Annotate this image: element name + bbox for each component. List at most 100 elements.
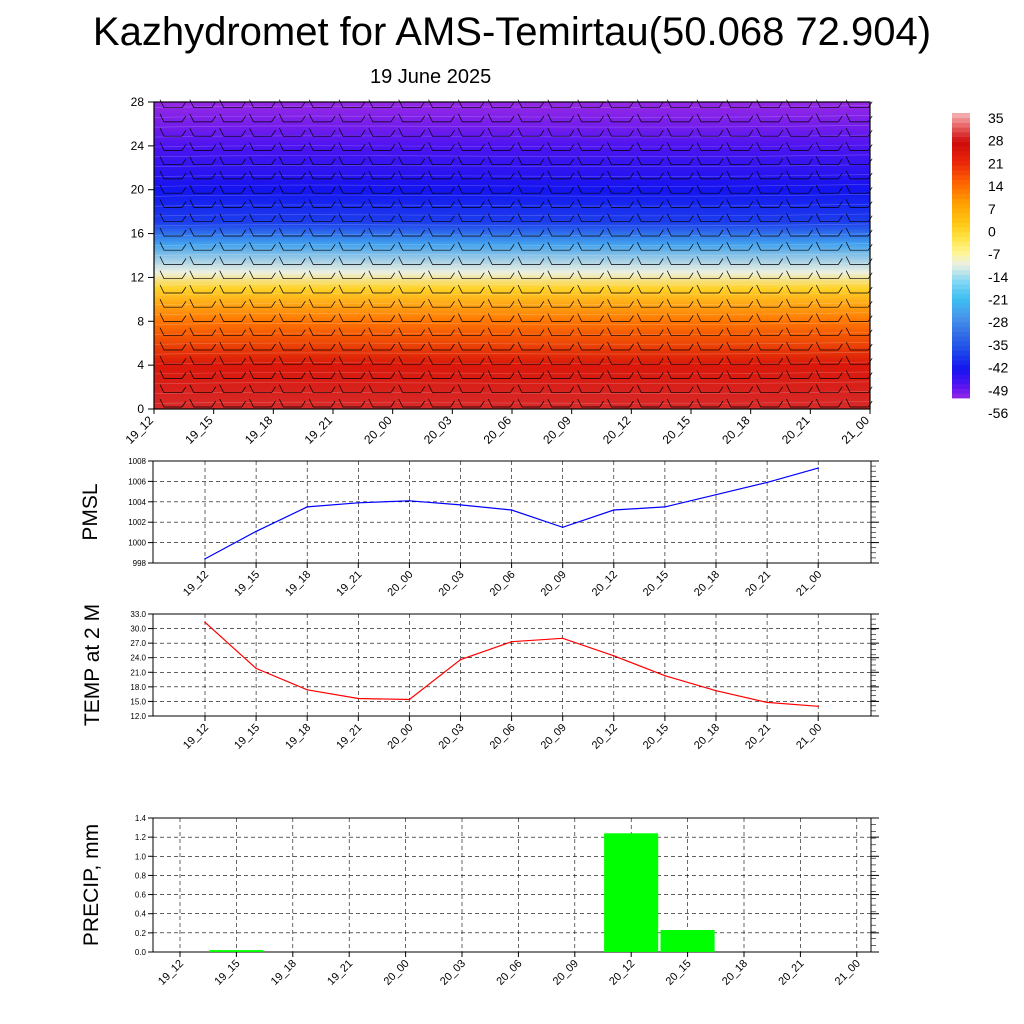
wind-barb [666,356,694,365]
series-point [357,697,360,700]
wind-barb [159,128,187,137]
wind-barb [666,113,694,123]
wind-barb [159,384,187,394]
wind-barb [398,199,425,208]
wind-barb [666,327,694,337]
wind-barb [696,199,724,208]
xtick-label: 21_00 [794,569,824,599]
wind-barb [815,113,843,123]
wind-barb [159,341,187,351]
wind-barb [249,227,276,237]
colorbar-swatch [952,274,970,280]
wind-barb [338,398,366,408]
wind-barb [696,128,724,137]
colorbar-swatch [952,350,970,356]
wind-barb [457,156,485,166]
wind-barb [547,199,575,208]
heatmap-ytick-label: 20 [131,183,145,197]
wind-barb [636,284,664,294]
colorbar-swatch [952,155,970,161]
xtick-label: 20_00 [385,569,415,599]
colorbar-swatch [952,374,970,380]
wind-barb [577,185,604,194]
wind-barb [278,128,306,137]
wind-barb [636,213,664,223]
xtick-label: 20_09 [539,569,569,599]
wind-barb [278,170,306,180]
wind-barb [428,370,455,379]
ytick-label: 1008 [128,457,146,466]
wind-barb [159,313,187,322]
wind-barb [547,185,575,194]
panel-frame [152,817,872,953]
wind-barb [726,299,754,308]
wind-barb [577,213,604,223]
wind-barb [457,185,485,194]
wind-barb [577,142,604,151]
xtick-label: 20_15 [641,569,671,599]
colorbar-swatch [952,307,970,313]
wind-barb [278,256,306,265]
wind-barb [249,256,276,265]
xtick-label: 19_12 [181,722,211,752]
colorbar-swatch [952,293,970,299]
wind-barb [189,227,217,237]
colorbar-label: -42 [988,360,1008,376]
contour-line [153,391,871,394]
xtick-label: 20_12 [607,958,637,988]
wind-barb [398,341,425,351]
wind-barb [547,128,575,137]
ytick-label: 1006 [128,477,146,486]
wind-barb [607,299,634,308]
wind-barb [756,313,783,322]
wind-barb [636,313,664,322]
wind-barb [607,199,634,208]
wind-barb [517,128,545,137]
wind-barb [219,341,246,351]
wind-barb [278,313,306,322]
ytick-label: 30.0 [130,625,146,634]
wind-barb [249,313,276,322]
wind-barb [607,341,634,351]
wind-barb [487,398,515,408]
colorbar-label: 35 [988,110,1004,126]
wind-barb [219,170,246,180]
colorbar-label: -7 [988,246,1001,262]
wind-barb [636,356,664,365]
wind-barb [517,327,545,337]
wind-barb [547,242,575,251]
wind-barb [308,142,336,151]
wind-barb [457,256,485,265]
wind-barb [249,213,276,223]
wind-barb [338,256,366,265]
wind-barb [786,327,813,337]
wind-barb [666,398,694,408]
wind-barb [815,313,843,322]
xtick-label: 20_12 [590,569,620,599]
wind-barb [815,199,843,208]
wind-barb [487,128,515,137]
wind-barb [577,313,604,322]
wind-barb [278,185,306,194]
wind-barb [607,356,634,365]
series-point [715,493,717,496]
colorbar-label: -14 [988,269,1008,285]
wind-barb [756,170,783,180]
wind-barb [487,299,515,308]
xtick-label: 20_21 [743,722,773,752]
wind-barb [457,284,485,294]
wind-barb [368,398,396,408]
wind-barb [159,242,187,251]
wind-barb [756,327,783,337]
colorbar-swatch [952,136,970,142]
wind-barb [308,113,336,123]
wind-barb [278,398,306,408]
wind-barb [517,185,545,194]
panel-ylabel: PRECIP, mm [80,824,103,946]
wind-barb [308,384,336,394]
wind-barb [308,199,336,208]
heatmap-field [154,102,870,409]
wind-barb [428,327,455,337]
wind-barb [517,284,545,294]
colorbar-swatch [952,336,970,342]
